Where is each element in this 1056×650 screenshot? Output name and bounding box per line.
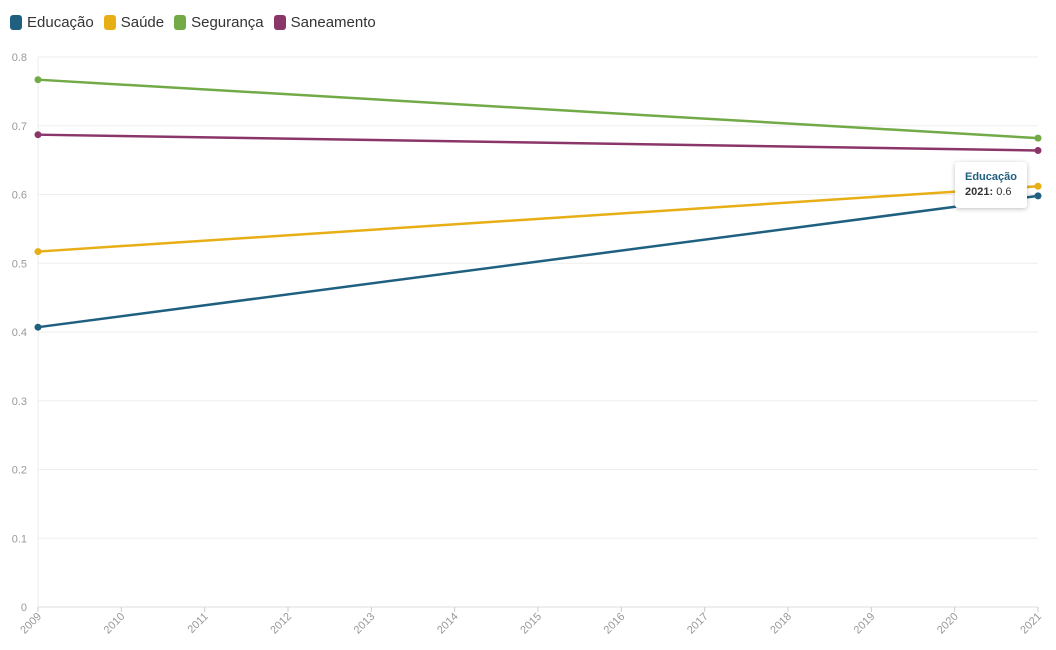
series-line-saneamento (37, 133, 1039, 152)
y-tick-label: 0.2 (12, 465, 27, 477)
legend-label-seguranca: Segurança (191, 14, 264, 31)
x-tick-label: 2010 (102, 611, 128, 637)
legend-label-saude: Saúde (120, 14, 165, 31)
x-tick-label: 2011 (186, 611, 211, 636)
legend: Educação Saúde Segurança Saneamento (10, 14, 376, 31)
series-line-educacao (37, 194, 1039, 329)
legend-item-seguranca[interactable]: Segurança (174, 14, 264, 31)
legend-swatch-saude (103, 15, 116, 30)
series-line-seguranca (37, 78, 1039, 140)
data-point-saude (1034, 182, 1042, 190)
y-tick-label: 0.3 (12, 396, 27, 408)
y-tick-label: 0.7 (12, 121, 27, 133)
legend-item-educacao[interactable]: Educação (10, 14, 94, 31)
legend-label-educacao: Educação (27, 14, 94, 31)
legend-label-saneamento: Saneamento (290, 14, 376, 31)
x-tick-label: 2012 (268, 611, 294, 637)
data-point-seguranca (34, 76, 42, 84)
tooltip: Educação 2021: 0.6 (955, 162, 1027, 208)
tooltip-label: 2021: (965, 186, 994, 198)
data-point-seguranca (1034, 134, 1042, 142)
legend-swatch-educacao (10, 15, 22, 30)
x-tick-label: 2015 (518, 611, 544, 637)
x-tick-label: 2021 (1018, 611, 1044, 637)
legend-swatch-seguranca (174, 15, 187, 30)
x-tick-label: 2018 (768, 611, 794, 637)
x-tick-label: 2013 (352, 611, 378, 637)
y-tick-label: 0.1 (12, 533, 27, 545)
data-point-educacao (34, 323, 42, 331)
tooltip-row: 2021: 0.6 (965, 185, 1017, 200)
y-tick-label: 0.5 (12, 258, 27, 270)
series-line-saude (37, 185, 1039, 253)
y-tick-label: 0.8 (12, 52, 27, 64)
x-tick-label: 2019 (852, 611, 878, 637)
legend-item-saude[interactable]: Saúde (103, 14, 165, 31)
data-point-educacao (1034, 192, 1042, 200)
y-tick-label: 0.6 (12, 190, 27, 202)
y-tick-label: 0 (21, 602, 27, 614)
tooltip-value: 0.6 (996, 186, 1012, 198)
x-tick-label: 2009 (18, 611, 44, 637)
legend-swatch-saneamento (273, 15, 286, 30)
legend-item-saneamento[interactable]: Saneamento (273, 14, 376, 31)
y-tick-label: 0.4 (12, 327, 27, 339)
x-tick-label: 2020 (935, 611, 961, 637)
data-point-saude (34, 248, 42, 256)
data-point-saneamento (34, 131, 42, 139)
x-tick-label: 2014 (435, 611, 461, 637)
x-tick-label: 2017 (685, 611, 711, 637)
x-tick-label: 2016 (602, 611, 628, 637)
tooltip-title: Educação (965, 171, 1017, 183)
data-point-saneamento (1034, 147, 1042, 154)
